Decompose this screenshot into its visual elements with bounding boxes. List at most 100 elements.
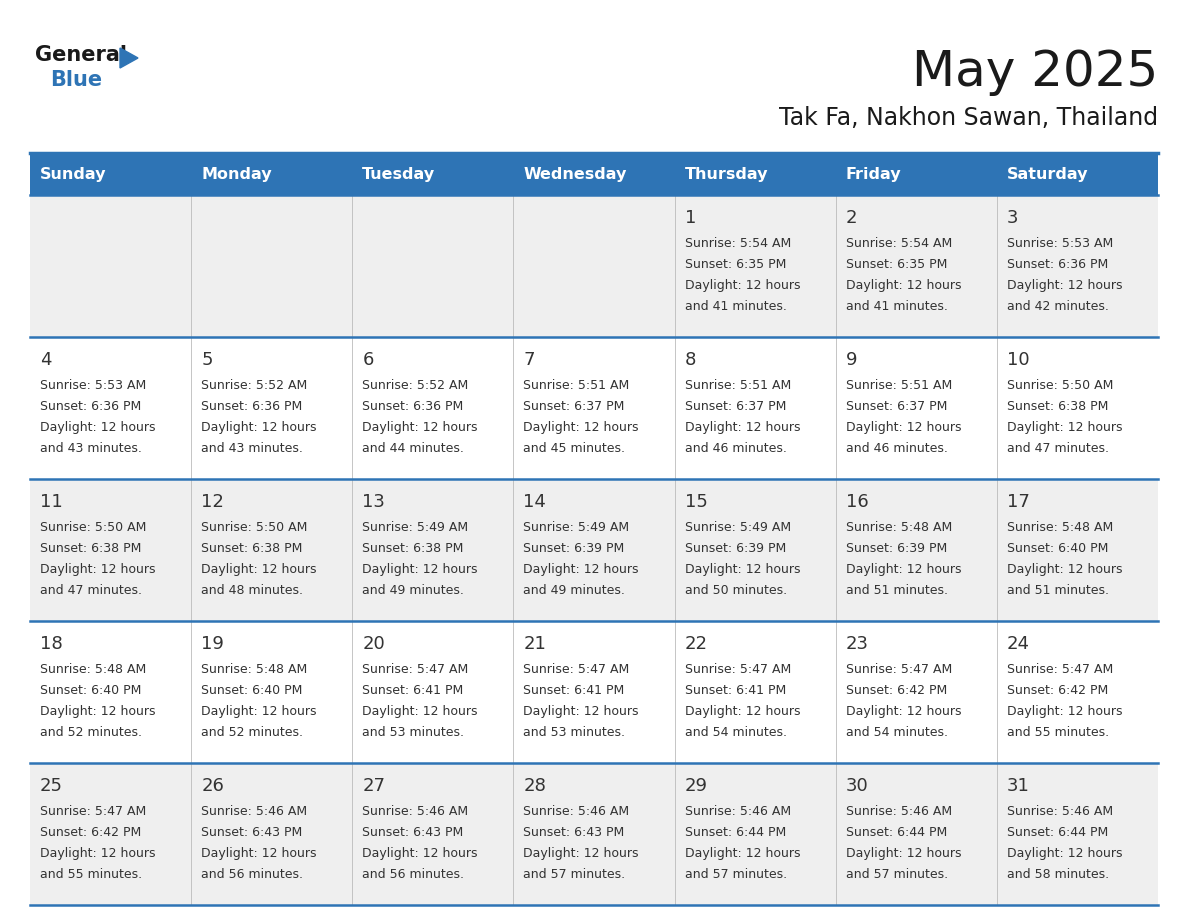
Text: Sunrise: 5:53 AM: Sunrise: 5:53 AM	[40, 379, 146, 392]
Text: Daylight: 12 hours: Daylight: 12 hours	[201, 847, 317, 860]
Bar	[30, 155, 1158, 195]
Text: 13: 13	[362, 493, 385, 511]
Text: Sunrise: 5:52 AM: Sunrise: 5:52 AM	[362, 379, 468, 392]
Text: and 55 minutes.: and 55 minutes.	[40, 868, 143, 881]
Text: Sunrise: 5:47 AM: Sunrise: 5:47 AM	[1007, 663, 1113, 676]
Text: Sunrise: 5:49 AM: Sunrise: 5:49 AM	[684, 521, 791, 534]
Text: 23: 23	[846, 635, 868, 653]
Text: 1: 1	[684, 209, 696, 227]
Text: Daylight: 12 hours: Daylight: 12 hours	[40, 705, 156, 718]
Text: and 53 minutes.: and 53 minutes.	[524, 726, 625, 739]
Text: Daylight: 12 hours: Daylight: 12 hours	[524, 421, 639, 434]
Text: and 49 minutes.: and 49 minutes.	[362, 584, 465, 597]
Text: and 54 minutes.: and 54 minutes.	[684, 726, 786, 739]
Text: 18: 18	[40, 635, 63, 653]
Text: Sunday: Sunday	[40, 167, 107, 183]
Text: 31: 31	[1007, 777, 1030, 795]
Text: 6: 6	[362, 351, 374, 369]
Text: and 45 minutes.: and 45 minutes.	[524, 442, 625, 455]
Text: Sunrise: 5:48 AM: Sunrise: 5:48 AM	[40, 663, 146, 676]
Text: Sunset: 6:40 PM: Sunset: 6:40 PM	[40, 684, 141, 697]
Text: Sunset: 6:43 PM: Sunset: 6:43 PM	[201, 826, 303, 839]
Text: Sunrise: 5:49 AM: Sunrise: 5:49 AM	[524, 521, 630, 534]
Text: Daylight: 12 hours: Daylight: 12 hours	[524, 705, 639, 718]
Text: and 56 minutes.: and 56 minutes.	[362, 868, 465, 881]
Text: and 50 minutes.: and 50 minutes.	[684, 584, 786, 597]
Text: and 46 minutes.: and 46 minutes.	[684, 442, 786, 455]
Text: Thursday: Thursday	[684, 167, 769, 183]
Text: and 52 minutes.: and 52 minutes.	[40, 726, 143, 739]
Text: Daylight: 12 hours: Daylight: 12 hours	[40, 847, 156, 860]
Bar	[30, 195, 1158, 337]
Text: and 51 minutes.: and 51 minutes.	[846, 584, 948, 597]
Text: Sunrise: 5:47 AM: Sunrise: 5:47 AM	[684, 663, 791, 676]
Text: Sunrise: 5:46 AM: Sunrise: 5:46 AM	[524, 805, 630, 818]
Text: Sunset: 6:38 PM: Sunset: 6:38 PM	[362, 542, 463, 555]
Text: Daylight: 12 hours: Daylight: 12 hours	[362, 563, 478, 576]
Text: 26: 26	[201, 777, 225, 795]
Text: 19: 19	[201, 635, 225, 653]
Bar	[30, 479, 1158, 621]
Text: and 57 minutes.: and 57 minutes.	[846, 868, 948, 881]
Text: 20: 20	[362, 635, 385, 653]
Text: Daylight: 12 hours: Daylight: 12 hours	[1007, 279, 1123, 292]
Text: Sunset: 6:36 PM: Sunset: 6:36 PM	[1007, 258, 1108, 271]
Text: Sunset: 6:43 PM: Sunset: 6:43 PM	[362, 826, 463, 839]
Text: Daylight: 12 hours: Daylight: 12 hours	[846, 563, 961, 576]
Text: Daylight: 12 hours: Daylight: 12 hours	[1007, 705, 1123, 718]
Bar	[30, 763, 1158, 905]
Text: Tak Fa, Nakhon Sawan, Thailand: Tak Fa, Nakhon Sawan, Thailand	[779, 106, 1158, 130]
Text: Daylight: 12 hours: Daylight: 12 hours	[684, 563, 800, 576]
Text: Sunrise: 5:47 AM: Sunrise: 5:47 AM	[40, 805, 146, 818]
Text: Daylight: 12 hours: Daylight: 12 hours	[1007, 421, 1123, 434]
Text: Sunset: 6:36 PM: Sunset: 6:36 PM	[40, 400, 141, 413]
Text: Sunrise: 5:51 AM: Sunrise: 5:51 AM	[846, 379, 952, 392]
Text: Sunrise: 5:54 AM: Sunrise: 5:54 AM	[846, 237, 952, 250]
Text: 9: 9	[846, 351, 858, 369]
Text: Sunrise: 5:52 AM: Sunrise: 5:52 AM	[201, 379, 308, 392]
Text: Daylight: 12 hours: Daylight: 12 hours	[1007, 563, 1123, 576]
Text: Sunset: 6:44 PM: Sunset: 6:44 PM	[684, 826, 785, 839]
Text: Sunset: 6:42 PM: Sunset: 6:42 PM	[40, 826, 141, 839]
Text: Sunrise: 5:46 AM: Sunrise: 5:46 AM	[846, 805, 952, 818]
Text: Sunset: 6:38 PM: Sunset: 6:38 PM	[40, 542, 141, 555]
Text: and 54 minutes.: and 54 minutes.	[846, 726, 948, 739]
Text: and 52 minutes.: and 52 minutes.	[201, 726, 303, 739]
Text: Sunrise: 5:54 AM: Sunrise: 5:54 AM	[684, 237, 791, 250]
Text: 21: 21	[524, 635, 546, 653]
Text: and 43 minutes.: and 43 minutes.	[40, 442, 141, 455]
Text: 4: 4	[40, 351, 51, 369]
Text: Daylight: 12 hours: Daylight: 12 hours	[362, 421, 478, 434]
Text: and 57 minutes.: and 57 minutes.	[524, 868, 626, 881]
Text: Daylight: 12 hours: Daylight: 12 hours	[684, 847, 800, 860]
Polygon shape	[120, 48, 138, 68]
Text: Sunrise: 5:46 AM: Sunrise: 5:46 AM	[362, 805, 468, 818]
Text: Daylight: 12 hours: Daylight: 12 hours	[201, 421, 317, 434]
Text: and 47 minutes.: and 47 minutes.	[1007, 442, 1108, 455]
Text: Daylight: 12 hours: Daylight: 12 hours	[40, 421, 156, 434]
Text: Sunset: 6:39 PM: Sunset: 6:39 PM	[524, 542, 625, 555]
Text: and 55 minutes.: and 55 minutes.	[1007, 726, 1108, 739]
Text: 24: 24	[1007, 635, 1030, 653]
Text: and 56 minutes.: and 56 minutes.	[201, 868, 303, 881]
Text: 15: 15	[684, 493, 707, 511]
Text: Sunrise: 5:46 AM: Sunrise: 5:46 AM	[1007, 805, 1113, 818]
Text: and 57 minutes.: and 57 minutes.	[684, 868, 786, 881]
Text: Daylight: 12 hours: Daylight: 12 hours	[846, 705, 961, 718]
Text: Sunrise: 5:51 AM: Sunrise: 5:51 AM	[524, 379, 630, 392]
Text: Daylight: 12 hours: Daylight: 12 hours	[201, 563, 317, 576]
Text: Sunset: 6:35 PM: Sunset: 6:35 PM	[846, 258, 947, 271]
Text: Sunrise: 5:48 AM: Sunrise: 5:48 AM	[201, 663, 308, 676]
Text: May 2025: May 2025	[911, 48, 1158, 96]
Text: Daylight: 12 hours: Daylight: 12 hours	[362, 705, 478, 718]
Text: 12: 12	[201, 493, 225, 511]
Text: Sunrise: 5:48 AM: Sunrise: 5:48 AM	[846, 521, 952, 534]
Text: 17: 17	[1007, 493, 1030, 511]
Text: Sunset: 6:38 PM: Sunset: 6:38 PM	[1007, 400, 1108, 413]
Text: Monday: Monday	[201, 167, 272, 183]
Text: 10: 10	[1007, 351, 1030, 369]
Text: Daylight: 12 hours: Daylight: 12 hours	[684, 705, 800, 718]
Text: Sunrise: 5:49 AM: Sunrise: 5:49 AM	[362, 521, 468, 534]
Text: Sunset: 6:42 PM: Sunset: 6:42 PM	[1007, 684, 1108, 697]
Text: 27: 27	[362, 777, 385, 795]
